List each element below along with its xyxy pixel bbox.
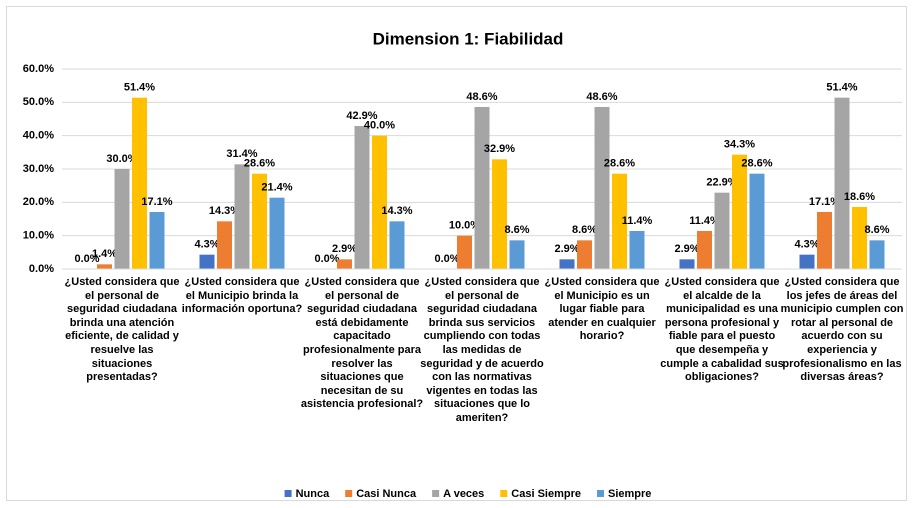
bar — [749, 173, 765, 269]
y-tick-label: 50.0% — [23, 96, 54, 108]
data-label: 17.1% — [141, 196, 172, 208]
bar — [199, 254, 215, 269]
data-label: 14.3% — [209, 205, 240, 217]
bar — [372, 135, 387, 269]
data-label: 28.6% — [741, 158, 772, 170]
bar — [354, 126, 370, 269]
data-label: 51.4% — [124, 82, 155, 94]
data-label: 0.0% — [74, 253, 99, 265]
bar — [612, 173, 627, 269]
bar — [732, 154, 747, 269]
bar — [149, 212, 165, 269]
y-tick-label: 30.0% — [23, 163, 54, 175]
data-label: 30.0% — [106, 153, 137, 165]
bar — [509, 240, 525, 269]
x-tick-label: ¿Usted considera que el Municipio es un … — [544, 276, 660, 343]
data-label: 11.4% — [689, 215, 720, 227]
data-label: 8.6% — [864, 224, 889, 236]
bar — [132, 97, 147, 270]
data-label: 10.0% — [449, 220, 480, 232]
data-label: 48.6% — [586, 91, 617, 103]
legend-label: Casi Siempre — [511, 488, 581, 500]
bar — [457, 235, 472, 269]
legend-label: Siempre — [608, 488, 651, 500]
data-label: 2.9% — [554, 243, 579, 255]
legend-label: A veces — [443, 488, 484, 500]
data-label: 18.6% — [844, 191, 875, 203]
y-tick-label: 20.0% — [23, 196, 54, 208]
y-tick-label: 0.0% — [29, 263, 54, 275]
bar — [594, 107, 610, 269]
bar — [234, 164, 250, 269]
bar — [679, 259, 695, 269]
data-label: 8.6% — [572, 224, 597, 236]
legend-label: Nunca — [296, 488, 331, 500]
bar — [114, 169, 130, 269]
bar — [817, 212, 832, 269]
x-tick-label: ¿Usted considera que el personal de segu… — [300, 276, 424, 411]
data-label: 34.3% — [724, 139, 755, 151]
data-label: 51.4% — [826, 82, 857, 94]
bar — [799, 254, 815, 269]
bar — [834, 97, 850, 270]
bar — [269, 197, 285, 269]
y-tick-label: 10.0% — [23, 230, 54, 242]
bar — [252, 173, 267, 269]
data-label: 17.1% — [809, 196, 840, 208]
data-label: 40.0% — [364, 120, 395, 132]
data-label: 22.9% — [706, 177, 737, 189]
x-tick-label: ¿Usted considera que el alcalde de la mu… — [660, 276, 784, 384]
data-label: 2.9% — [674, 243, 699, 255]
y-tick-label: 60.0% — [23, 63, 54, 75]
bar — [852, 207, 867, 269]
bar — [474, 107, 490, 269]
legend-swatch — [345, 490, 353, 497]
x-tick-label: ¿Usted considera que los jefes de áreas … — [780, 276, 904, 384]
x-tick-label: ¿Usted considera que el personal de segu… — [420, 276, 544, 424]
data-label: 42.9% — [346, 110, 377, 122]
bar — [697, 231, 712, 269]
data-label: 14.3% — [381, 205, 412, 217]
data-label: 1.4% — [92, 248, 117, 260]
data-label: 0.0% — [434, 253, 459, 265]
x-tick-label: ¿Usted considera que el Municipio brinda… — [181, 276, 303, 316]
x-tick-label: ¿Usted considera que el personal de segu… — [64, 276, 180, 384]
chart-title: Dimension 1: Fiabilidad — [373, 29, 564, 48]
data-label: 2.9% — [332, 243, 357, 255]
bar — [714, 192, 730, 269]
bar — [577, 240, 592, 269]
data-label: 32.9% — [484, 143, 515, 155]
data-label: 31.4% — [226, 148, 257, 160]
bar — [629, 231, 645, 269]
bar — [492, 159, 507, 269]
bar — [389, 221, 405, 269]
data-label: 28.6% — [604, 158, 635, 170]
bar — [869, 240, 885, 269]
legend-swatch — [597, 490, 605, 497]
data-label: 48.6% — [466, 91, 497, 103]
data-label: 4.3% — [794, 239, 819, 251]
bar — [97, 264, 112, 269]
data-label: 28.6% — [244, 158, 275, 170]
bar — [337, 259, 352, 269]
legend-swatch — [500, 490, 508, 497]
data-label: 21.4% — [261, 182, 292, 194]
data-label: 0.0% — [314, 253, 339, 265]
bar — [559, 259, 575, 269]
legend-swatch — [432, 490, 440, 497]
y-tick-label: 40.0% — [23, 130, 54, 142]
data-label: 8.6% — [504, 224, 529, 236]
data-label: 4.3% — [194, 239, 219, 251]
legend-swatch — [284, 490, 292, 497]
legend-label: Casi Nunca — [356, 488, 417, 500]
data-label: 11.4% — [622, 215, 653, 227]
bar — [217, 221, 232, 269]
